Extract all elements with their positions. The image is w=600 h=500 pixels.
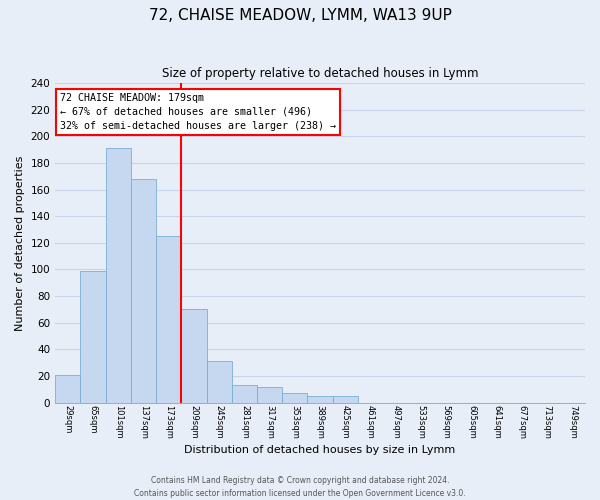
Text: 72 CHAISE MEADOW: 179sqm
← 67% of detached houses are smaller (496)
32% of semi-: 72 CHAISE MEADOW: 179sqm ← 67% of detach… xyxy=(61,92,337,130)
Bar xyxy=(307,396,332,402)
Bar xyxy=(232,386,257,402)
Y-axis label: Number of detached properties: Number of detached properties xyxy=(15,155,25,330)
Bar xyxy=(131,179,156,402)
Title: Size of property relative to detached houses in Lymm: Size of property relative to detached ho… xyxy=(162,68,478,80)
Text: Contains HM Land Registry data © Crown copyright and database right 2024.
Contai: Contains HM Land Registry data © Crown c… xyxy=(134,476,466,498)
Bar xyxy=(282,394,307,402)
Bar xyxy=(257,386,282,402)
Bar xyxy=(206,362,232,403)
Bar xyxy=(106,148,131,402)
Bar xyxy=(156,236,181,402)
Bar xyxy=(181,310,206,402)
Bar xyxy=(80,271,106,402)
Bar xyxy=(332,396,358,402)
Bar xyxy=(55,374,80,402)
Text: 72, CHAISE MEADOW, LYMM, WA13 9UP: 72, CHAISE MEADOW, LYMM, WA13 9UP xyxy=(149,8,451,22)
X-axis label: Distribution of detached houses by size in Lymm: Distribution of detached houses by size … xyxy=(184,445,456,455)
